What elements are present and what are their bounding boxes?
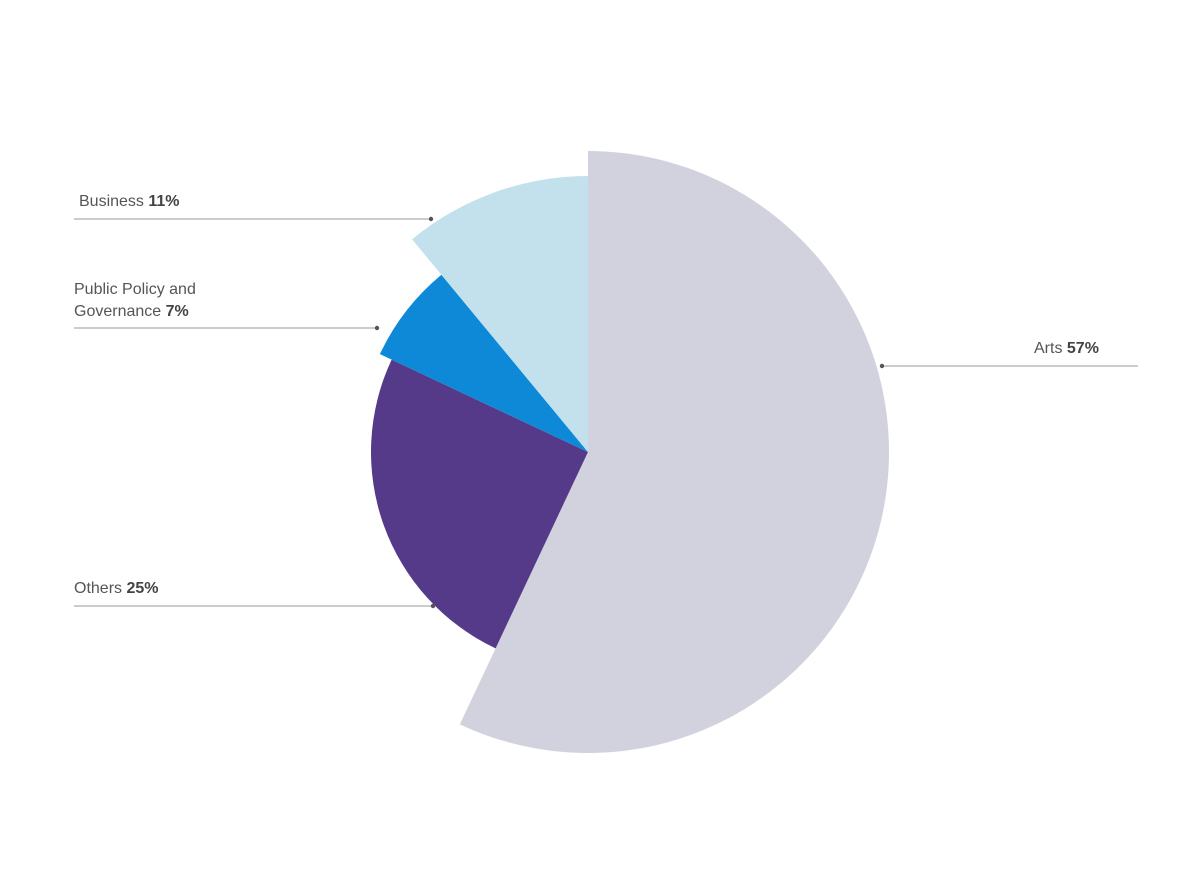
label-public-policy-line2: Governance 7% bbox=[74, 301, 196, 323]
label-public-policy-name-line2: Governance bbox=[74, 303, 162, 320]
label-business-name: Business bbox=[79, 193, 144, 210]
label-arts: Arts 57% bbox=[1034, 338, 1099, 360]
label-public-policy-name-line1: Public Policy and bbox=[74, 281, 196, 298]
label-business-value: 11% bbox=[148, 193, 180, 210]
label-business: Business 11% bbox=[79, 191, 180, 213]
label-public-policy: Public Policy and Governance 7% bbox=[74, 279, 196, 323]
pie-slice-business bbox=[412, 176, 588, 452]
leader-lines bbox=[74, 216, 1138, 609]
label-others-name: Others bbox=[74, 580, 123, 597]
leader-dot-arts bbox=[879, 363, 885, 369]
leader-dot-public-policy bbox=[374, 325, 380, 331]
label-public-policy-value: 7% bbox=[165, 303, 189, 320]
pie-slice-arts bbox=[459, 151, 890, 753]
label-others-value: 25% bbox=[126, 580, 159, 597]
label-others: Others 25% bbox=[74, 578, 159, 600]
pie-slice-others bbox=[370, 359, 588, 649]
label-arts-name: Arts bbox=[1034, 340, 1063, 357]
pie-slices bbox=[370, 151, 890, 753]
leader-dot-business bbox=[428, 216, 434, 222]
label-arts-value: 57% bbox=[1066, 340, 1099, 357]
leader-dot-others bbox=[430, 603, 436, 609]
pie-slice-public-policy bbox=[379, 274, 588, 452]
